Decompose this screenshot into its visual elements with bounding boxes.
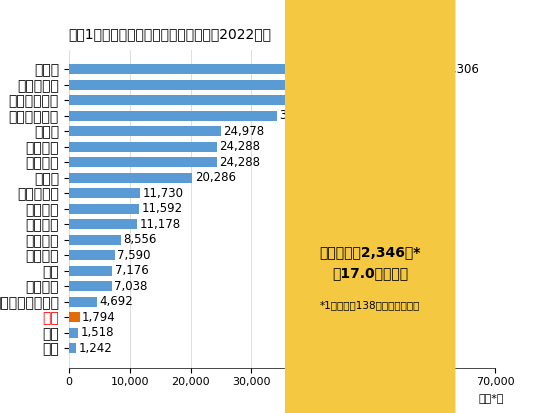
Text: 1,242: 1,242 [79,342,113,355]
Bar [69,188,140,198]
Text: 11,592: 11,592 [142,202,183,215]
Text: 60,306: 60,306 [438,62,479,76]
Text: 7,176: 7,176 [115,264,148,277]
Bar [69,157,217,167]
Bar [69,281,112,291]
X-axis label: （円*）: （円*） [478,393,504,403]
Bar [69,64,436,74]
Text: *1ユーロを138円に換算し作成: *1ユーロを138円に換算し作成 [320,300,420,310]
Bar [69,80,376,90]
Text: 1,518: 1,518 [80,326,114,339]
Bar [69,111,277,121]
Bar [69,173,192,183]
Bar [69,235,121,244]
Bar [69,312,80,322]
Text: 1,794: 1,794 [82,311,116,323]
Text: 11,178: 11,178 [139,218,180,230]
Bar [69,297,97,306]
Text: 50,370: 50,370 [378,78,419,91]
Text: 24,288: 24,288 [219,156,260,169]
Bar [69,343,76,353]
Text: 11,730: 11,730 [142,187,184,199]
Bar [69,142,217,152]
Text: 34,224: 34,224 [279,109,321,122]
Text: 37,812: 37,812 [301,94,343,107]
Text: 24,978: 24,978 [223,125,265,138]
Text: 7,590: 7,590 [117,249,151,261]
Text: 4,692: 4,692 [100,295,134,308]
Text: 国別1人あたりの年間有機食品消費額（2022年）: 国別1人あたりの年間有機食品消費額（2022年） [69,27,272,41]
Bar [69,219,137,229]
Bar [69,250,115,260]
Text: 20,286: 20,286 [195,171,236,184]
Bar [69,328,78,337]
Text: 7,038: 7,038 [114,280,147,292]
Bar [69,204,139,214]
Text: 8,556: 8,556 [123,233,157,246]
FancyBboxPatch shape [285,0,455,413]
Text: 世界平均　2,346円*
（17.0ユーロ）: 世界平均 2,346円* （17.0ユーロ） [320,245,421,280]
Text: 24,288: 24,288 [219,140,260,153]
Bar [69,126,221,136]
Bar [69,266,112,275]
Bar [69,95,299,105]
